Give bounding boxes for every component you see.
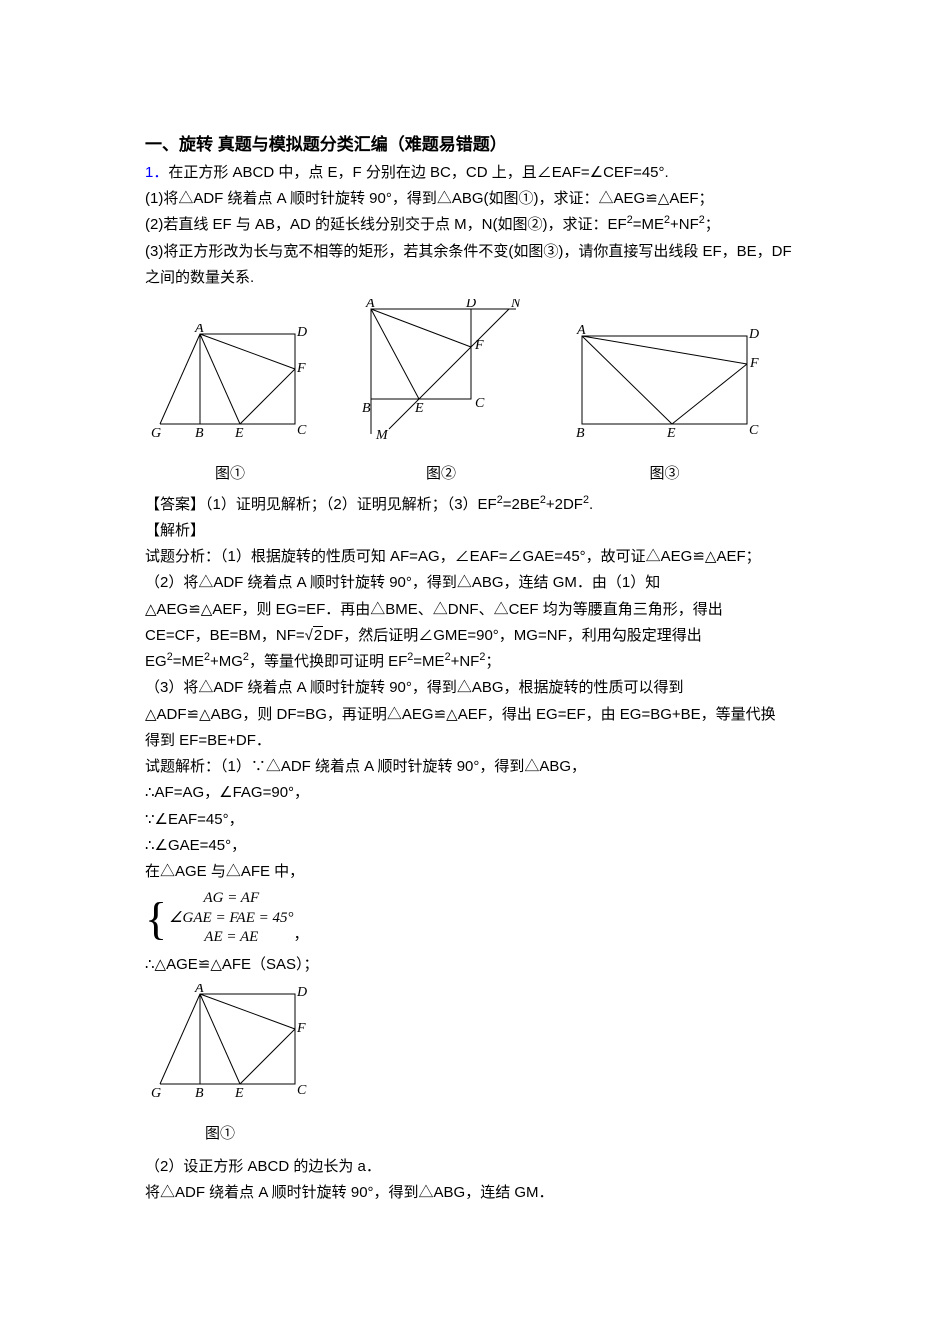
svg-text:F: F: [296, 361, 306, 376]
document-page: 一、旋转 真题与模拟题分类汇编（难题易错题） 1．在正方形 ABCD 中，点 E…: [0, 0, 945, 1337]
figure-3-svg: A D F C E B: [567, 324, 762, 454]
brace-line-3: AE = AE: [204, 929, 258, 945]
text: ；: [705, 216, 720, 233]
solution-4: ∴∠GAE=45°，: [145, 833, 800, 859]
figure-2-svg: A D N F C E B M: [341, 299, 541, 454]
svg-text:G: G: [151, 1086, 161, 1101]
brace-line-1: AG = AF: [203, 890, 259, 906]
figure-1-repeat-svg: A D F C E B G: [145, 984, 315, 1114]
analysis-2d: EG2=ME2+MG2，等量代换即可证明 EF2=ME2+NF2；: [145, 649, 800, 675]
left-brace-icon: {: [145, 898, 167, 939]
text: +NF: [670, 216, 699, 233]
solution-5: 在△AGE 与△AFE 中，: [145, 859, 800, 885]
solution-2: ∴AF=AG，∠FAG=90°，: [145, 780, 800, 806]
figure-3: A D F C E B 图③: [567, 324, 762, 488]
figures-row: A D F C E B G 图①: [145, 299, 800, 488]
svg-text:E: E: [666, 426, 676, 441]
svg-text:G: G: [151, 426, 161, 441]
figure-1-caption: 图①: [145, 461, 315, 487]
analysis-2a: （2）将△ADF 绕着点 A 顺时针旋转 90°，得到△ABG，连结 GM．由（…: [145, 570, 800, 596]
text: =ME: [173, 653, 204, 670]
figure-1-repeat: A D F C E B G 图①: [145, 984, 800, 1148]
svg-text:D: D: [296, 325, 307, 340]
solution-3: ∵∠EAF=45°，: [145, 807, 800, 833]
svg-text:D: D: [296, 985, 307, 1000]
solution-7: （2）设正方形 ABCD 的边长为 a．: [145, 1154, 800, 1180]
svg-text:C: C: [475, 396, 485, 411]
figure-1-svg: A D F C E B G: [145, 324, 315, 454]
text: =2BE: [503, 496, 540, 513]
problem-number: 1．: [145, 164, 168, 181]
svg-text:N: N: [510, 299, 521, 311]
svg-text:B: B: [362, 401, 371, 416]
svg-text:B: B: [195, 426, 204, 441]
text: CE=CF，BE=BM，NF=: [145, 627, 305, 644]
answer-label: 【答案】: [145, 497, 205, 513]
svg-text:A: A: [365, 299, 375, 311]
text: ，等量代换即可证明 EF: [249, 653, 407, 670]
text: +MG: [210, 653, 243, 670]
svg-text:M: M: [375, 428, 389, 443]
analysis-3b: △ADF≌△ABG，则 DF=BG，再证明△AEG≌△AEF，得出 EG=EF，…: [145, 702, 800, 728]
analysis-1: 试题分析：（1）根据旋转的性质可知 AF=AG，∠EAF=∠GAE=45°，故可…: [145, 544, 800, 570]
problem-part-3: (3)将正方形改为长与宽不相等的矩形，若其余条件不变(如图③)，请你直接写出线段…: [145, 239, 800, 292]
svg-text:C: C: [297, 1083, 307, 1098]
problem-part-2: (2)若直线 EF 与 AB，AD 的延长线分别交于点 M，N(如图②)，求证：…: [145, 212, 800, 238]
svg-text:F: F: [296, 1021, 306, 1036]
text: +2DF: [546, 496, 583, 513]
section-title: 一、旋转 真题与模拟题分类汇编（难题易错题）: [145, 130, 800, 160]
figure-3-caption: 图③: [567, 461, 762, 487]
solution-6: ∴△AGE≌△AFE（SAS）；: [145, 952, 800, 978]
svg-text:C: C: [749, 423, 759, 438]
analysis-3c: 得到 EF=BE+DF．: [145, 728, 800, 754]
analysis-2b: △AEG≌△AEF，则 EG=EF．再由△BME、△DNF、△CEF 均为等腰直…: [145, 597, 800, 623]
svg-text:E: E: [234, 426, 244, 441]
text: .: [589, 496, 593, 513]
svg-text:D: D: [748, 327, 759, 342]
text: +NF: [451, 653, 480, 670]
svg-text:D: D: [465, 299, 476, 311]
figure-2-caption: 图②: [341, 461, 541, 487]
text: (2)若直线 EF 与 AB，AD 的延长线分别交于点 M，N(如图②)，求证：…: [145, 216, 627, 233]
text: DF，然后证明∠GME=90°，MG=NF，利用勾股定理得出: [323, 627, 702, 644]
problem-part-1: (1)将△ADF 绕着点 A 顺时针旋转 90°，得到△ABG(如图①)，求证：…: [145, 186, 800, 212]
brace-system: { AG = AF ∠GAE = FAE = 45° AE = AE ，: [145, 889, 309, 948]
solution-1: 试题解析：（1）∵△ADF 绕着点 A 顺时针旋转 90°，得到△ABG，: [145, 754, 800, 780]
answer-line: 【答案】（1）证明见解析；（2）证明见解析；（3）EF2=2BE2+2DF2.: [145, 492, 800, 518]
figure-2: A D N F C E B M 图②: [341, 299, 541, 488]
analysis-label: 【解析】: [145, 518, 800, 544]
svg-text:A: A: [194, 984, 204, 996]
svg-text:A: A: [194, 324, 204, 336]
figure-1-repeat-caption: 图①: [145, 1121, 800, 1147]
text: =ME: [413, 653, 444, 670]
figure-1: A D F C E B G 图①: [145, 324, 315, 488]
svg-text:F: F: [474, 338, 484, 353]
text: EG: [145, 653, 167, 670]
brace-line-2: ∠GAE = FAE = 45°: [169, 910, 293, 926]
svg-text:C: C: [297, 423, 307, 438]
brace-tail: ，: [294, 922, 309, 948]
svg-text:E: E: [234, 1086, 244, 1101]
svg-text:B: B: [576, 426, 585, 441]
analysis-2c: CE=CF，BE=BM，NF=√2DF，然后证明∠GME=90°，MG=NF，利…: [145, 623, 800, 649]
svg-text:F: F: [749, 356, 759, 371]
sqrt-icon: √2: [305, 626, 324, 644]
text: =ME: [633, 216, 664, 233]
solution-8: 将△ADF 绕着点 A 顺时针旋转 90°，得到△ABG，连结 GM．: [145, 1180, 800, 1206]
svg-text:E: E: [414, 401, 424, 416]
problem-text-0: 在正方形 ABCD 中，点 E，F 分别在边 BC，CD 上，且∠EAF=∠CE…: [168, 164, 668, 181]
svg-text:B: B: [195, 1086, 204, 1101]
svg-text:A: A: [576, 324, 586, 338]
text: ；: [485, 653, 500, 670]
text: （1）证明见解析；（2）证明见解析；（3）EF: [205, 496, 497, 513]
analysis-3a: （3）将△ADF 绕着点 A 顺时针旋转 90°，得到△ABG，根据旋转的性质可…: [145, 675, 800, 701]
problem-stem: 1．在正方形 ABCD 中，点 E，F 分别在边 BC，CD 上，且∠EAF=∠…: [145, 160, 800, 186]
brace-content: AG = AF ∠GAE = FAE = 45° AE = AE: [169, 889, 293, 948]
